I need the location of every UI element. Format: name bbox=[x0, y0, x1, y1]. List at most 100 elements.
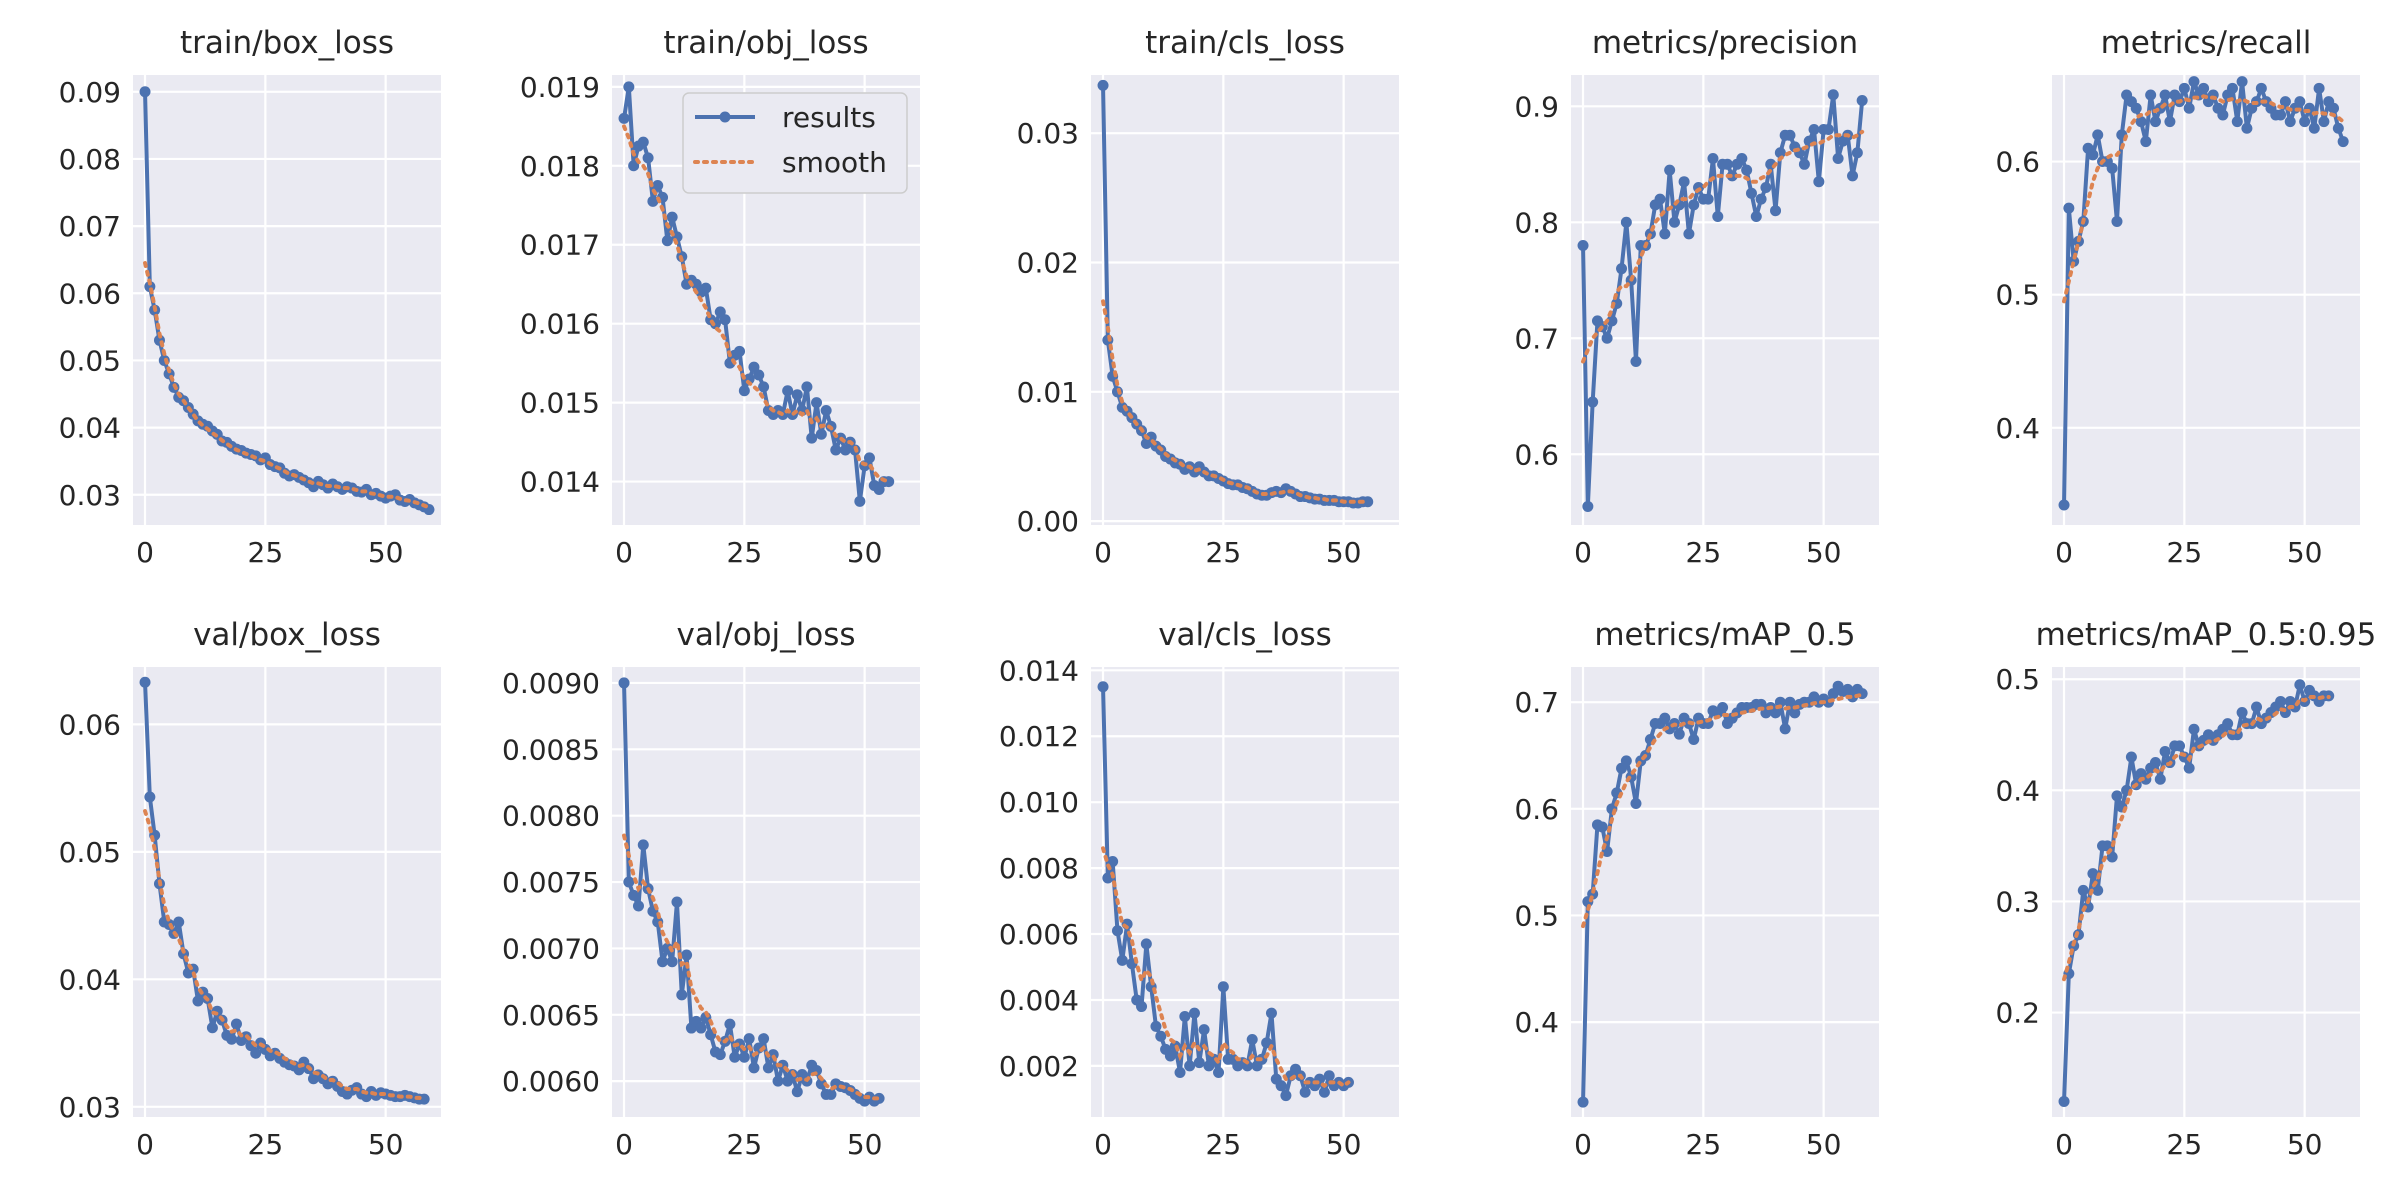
results-point bbox=[1318, 1086, 1330, 1098]
results-point bbox=[719, 314, 731, 326]
results-point bbox=[1741, 164, 1753, 176]
results-point bbox=[2275, 109, 2287, 121]
results-point bbox=[2058, 1095, 2070, 1107]
results-point bbox=[1193, 1057, 1205, 1069]
results-point bbox=[1606, 315, 1618, 327]
x-tick-label: 25 bbox=[1686, 536, 1722, 569]
panel-title: train/box_loss bbox=[180, 25, 394, 61]
results-point bbox=[1832, 153, 1844, 165]
results-point bbox=[839, 444, 851, 456]
results-point bbox=[661, 235, 673, 247]
results-point bbox=[1702, 193, 1714, 205]
results-point bbox=[1630, 355, 1642, 367]
x-tick-label: 25 bbox=[2167, 536, 2203, 569]
results-point bbox=[206, 1022, 218, 1034]
results-point bbox=[714, 1049, 726, 1061]
y-tick-label: 0.03 bbox=[59, 479, 121, 512]
results-point bbox=[1246, 1034, 1258, 1046]
results-point bbox=[729, 1051, 741, 1063]
results-point bbox=[230, 1018, 242, 1030]
y-tick-label: 0.5 bbox=[1514, 899, 1559, 932]
y-tick-label: 0.015 bbox=[520, 387, 600, 420]
panel-val-cls-loss: 0 25 50 0.002 0.004 0.006 0.008 0.010 0.012 0.014… bbox=[999, 617, 1399, 1161]
results-point bbox=[738, 385, 750, 397]
results-point bbox=[2251, 701, 2263, 713]
results-point bbox=[2198, 82, 2210, 94]
y-tick-label: 0.017 bbox=[520, 229, 600, 262]
results-point bbox=[144, 791, 156, 803]
results-point bbox=[811, 397, 823, 409]
results-point bbox=[2279, 96, 2291, 108]
results-point bbox=[2063, 202, 2075, 214]
y-tick-label: 0.06 bbox=[59, 277, 121, 310]
y-tick-label: 0.06 bbox=[59, 708, 121, 741]
plot-area bbox=[139, 676, 430, 1105]
y-tick-label: 0.016 bbox=[520, 308, 600, 341]
results-point bbox=[1179, 1010, 1191, 1022]
results-point bbox=[1688, 199, 1700, 211]
results-point bbox=[2087, 868, 2099, 880]
panel-background bbox=[1571, 75, 1879, 525]
x-tick-label: 50 bbox=[2287, 1128, 2323, 1161]
results-point bbox=[2058, 499, 2070, 511]
panel-metrics-precision: 0 25 50 0.6 0.7 0.8 0.9 metrics/precision bbox=[1514, 25, 1879, 569]
results-point bbox=[250, 1047, 262, 1059]
x-tick-label: 0 bbox=[1094, 1128, 1112, 1161]
results-point bbox=[1755, 698, 1767, 710]
results-point bbox=[2125, 751, 2137, 763]
results-point bbox=[690, 278, 702, 290]
results-point bbox=[2092, 129, 2104, 141]
results-point bbox=[2106, 851, 2118, 863]
x-tick-label: 50 bbox=[1326, 1128, 1362, 1161]
results-point bbox=[1784, 129, 1796, 141]
x-tick-label: 25 bbox=[1206, 1128, 1242, 1161]
y-tick-label: 0.018 bbox=[520, 150, 600, 183]
results-point bbox=[1808, 124, 1820, 136]
smooth-line bbox=[1581, 129, 1865, 364]
x-tick-label: 25 bbox=[1206, 536, 1242, 569]
results-point bbox=[418, 1093, 430, 1105]
results-point bbox=[758, 381, 770, 393]
results-point bbox=[801, 381, 813, 393]
results-point bbox=[2275, 695, 2287, 707]
results-point bbox=[618, 677, 630, 689]
y-tick-label: 0.5 bbox=[1995, 279, 2040, 312]
results-point bbox=[2284, 116, 2296, 128]
smooth-line bbox=[622, 833, 882, 1101]
results-point bbox=[1150, 1020, 1162, 1032]
legend-results-marker bbox=[719, 111, 731, 123]
x-tick-label: 25 bbox=[248, 536, 284, 569]
results-point bbox=[2149, 757, 2161, 769]
results-point bbox=[1265, 1007, 1277, 1019]
x-tick-label: 0 bbox=[136, 536, 154, 569]
results-point bbox=[1275, 1080, 1287, 1092]
results-point bbox=[1827, 89, 1839, 101]
results-point bbox=[1299, 1086, 1311, 1098]
results-point bbox=[1241, 1060, 1253, 1072]
results-point bbox=[1601, 332, 1613, 344]
y-tick-label: 0.0060 bbox=[502, 1065, 600, 1098]
smooth-line bbox=[2062, 695, 2331, 982]
y-tick-label: 0.004 bbox=[999, 984, 1079, 1017]
results-point bbox=[1673, 728, 1685, 740]
panel-title: val/cls_loss bbox=[1158, 617, 1332, 653]
results-point bbox=[173, 916, 185, 928]
results-point bbox=[815, 428, 827, 440]
results-point bbox=[1577, 239, 1589, 251]
results-point bbox=[695, 1022, 707, 1034]
results-point bbox=[1577, 1096, 1589, 1108]
results-point bbox=[1760, 182, 1772, 193]
y-tick-label: 0.8 bbox=[1514, 206, 1559, 239]
results-point bbox=[1774, 147, 1786, 159]
smooth-line bbox=[1101, 846, 1351, 1089]
results-point bbox=[623, 876, 635, 888]
y-tick-label: 0.008 bbox=[999, 852, 1079, 885]
results-point bbox=[2159, 89, 2171, 101]
x-tick-label: 0 bbox=[615, 536, 633, 569]
panel-background bbox=[1571, 667, 1879, 1117]
results-point bbox=[139, 86, 151, 98]
y-tick-label: 0.0070 bbox=[502, 932, 600, 965]
results-point bbox=[1155, 1030, 1167, 1042]
results-point bbox=[2068, 255, 2080, 267]
